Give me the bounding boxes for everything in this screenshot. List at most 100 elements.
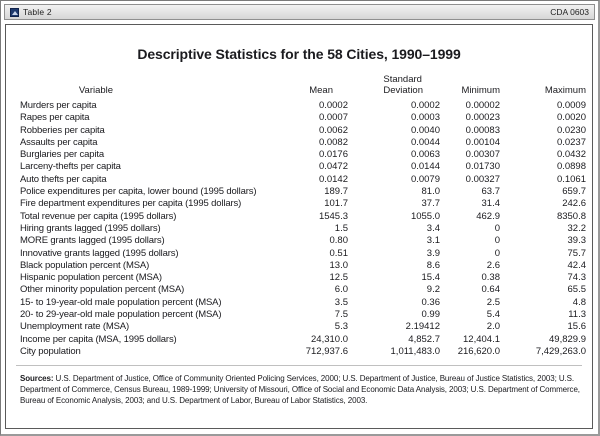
table-row: Fire department expenditures per capita … xyxy=(20,198,586,210)
variable-cell: Other minority population percent (MSA) xyxy=(20,284,185,296)
sd-header-line1: Standard xyxy=(383,74,422,85)
mean-cell: 0.51 xyxy=(329,247,349,259)
sd-cell: 37.7 xyxy=(421,198,441,210)
maximum-cell: 65.5 xyxy=(567,284,587,296)
table-row: Unemployment rate (MSA) 5.3 2.19412 2.0 15.6 xyxy=(20,321,586,333)
variable-cell: MORE grants lagged (1995 dollars) xyxy=(20,235,165,247)
variable-cell: 20- to 29-year-old male population perce… xyxy=(20,309,222,321)
sd-cell: 1055.0 xyxy=(410,210,440,222)
maximum-cell: 0.1061 xyxy=(556,173,586,185)
sources-divider xyxy=(16,365,582,367)
mean-cell: 0.0142 xyxy=(318,173,348,185)
minimum-cell: 0.00327 xyxy=(465,173,500,185)
sd-cell: 0.0003 xyxy=(410,112,440,124)
maximum-cell: 0.0230 xyxy=(556,124,586,136)
table-icon xyxy=(10,7,19,17)
minimum-cell: 0 xyxy=(494,235,500,247)
table-row: City population 712,937.6 1,011,483.0 216,6… xyxy=(20,346,586,358)
variable-cell: Robberies per capita xyxy=(20,124,105,136)
mean-cell: 0.0002 xyxy=(318,100,348,111)
table-row: Total revenue per capita (1995 dollars) 1… xyxy=(20,211,586,223)
maximum-cell: 32.2 xyxy=(567,222,587,234)
sd-cell: 81.0 xyxy=(421,186,441,198)
maximum-cell: 4.8 xyxy=(572,296,586,308)
caption-bar-code: CDA 0603 xyxy=(550,7,589,17)
caption-bar-title: Table 2 xyxy=(23,7,52,17)
table-row: Murders per capita 0.0002 0.0002 0.00002 0.0… xyxy=(20,100,586,112)
column-header-maximum: Maximum xyxy=(544,85,586,96)
table-row: 20- to 29-year-old male population perce… xyxy=(20,309,586,321)
sd-cell: 0.36 xyxy=(421,296,441,308)
minimum-cell: 0.00002 xyxy=(465,100,500,111)
mean-cell: 0.0062 xyxy=(318,124,348,136)
minimum-cell: 0 xyxy=(494,247,500,259)
sd-cell: 4,852.7 xyxy=(408,333,440,345)
sd-cell: 3.4 xyxy=(426,222,440,234)
sd-cell: 0.0002 xyxy=(410,100,440,111)
mean-cell: 0.0176 xyxy=(318,149,348,161)
mean-cell: 1.5 xyxy=(334,222,348,234)
table-row: Burglaries per capita 0.0176 0.0063 0.00307… xyxy=(20,149,586,161)
sd-cell: 3.9 xyxy=(426,247,440,259)
column-header-mean: Mean xyxy=(309,85,333,96)
sd-cell: 3.1 xyxy=(426,235,440,247)
sd-cell: 0.0044 xyxy=(410,136,440,148)
table-row: Police expenditures per capita, lower bo… xyxy=(20,186,586,198)
variable-cell: City population xyxy=(20,345,81,357)
caption-bar: Table 2 CDA 0603 xyxy=(4,4,595,20)
table-row: MORE grants lagged (1995 dollars) 0.80 3.1… xyxy=(20,235,586,247)
variable-cell: Murders per capita xyxy=(20,100,97,111)
table-row: Other minority population percent (MSA) 6… xyxy=(20,284,586,296)
mean-cell: 0.0007 xyxy=(318,112,348,124)
column-header-standard-deviation: Standard Deviation xyxy=(348,72,440,100)
maximum-cell: 0.0432 xyxy=(556,149,586,161)
maximum-cell: 0.0898 xyxy=(556,161,586,173)
maximum-cell: 0.0020 xyxy=(556,112,586,124)
maximum-cell: 39.3 xyxy=(567,235,587,247)
variable-cell: Rapes per capita xyxy=(20,112,90,124)
table-row: Innovative grants lagged (1995 dollars) 0… xyxy=(20,248,586,260)
sources-text: U.S. Department of Justice, Office of Co… xyxy=(20,374,580,406)
table-body: Murders per capita 0.0002 0.0002 0.00002 0.0… xyxy=(20,100,586,358)
table-row: Assaults per capita 0.0082 0.0044 0.00104 0.… xyxy=(20,137,586,149)
table-panel: Descriptive Statistics for the 58 Cities… xyxy=(5,24,593,429)
sd-cell: 0.0144 xyxy=(410,161,440,173)
sd-cell: 0.0063 xyxy=(410,149,440,161)
mean-cell: 24,310.0 xyxy=(311,333,348,345)
sd-cell: 15.4 xyxy=(421,272,441,284)
maximum-cell: 7,429,263.0 xyxy=(535,345,586,357)
variable-cell: Black population percent (MSA) xyxy=(20,259,150,271)
maximum-cell: 42.4 xyxy=(567,259,587,271)
mean-cell: 13.0 xyxy=(329,259,349,271)
maximum-cell: 49,829.9 xyxy=(549,333,586,345)
minimum-cell: 462.9 xyxy=(476,210,500,222)
minimum-cell: 0.01730 xyxy=(465,161,500,173)
minimum-cell: 12,404.1 xyxy=(463,333,500,345)
table-row: Rapes per capita 0.0007 0.0003 0.00023 0.002… xyxy=(20,112,586,124)
variable-cell: Innovative grants lagged (1995 dollars) xyxy=(20,247,179,259)
variable-cell: Unemployment rate (MSA) xyxy=(20,321,130,333)
mean-cell: 712,937.6 xyxy=(305,345,348,357)
mean-cell: 0.80 xyxy=(329,235,349,247)
mean-cell: 1545.3 xyxy=(318,210,348,222)
mean-cell: 3.5 xyxy=(334,296,348,308)
sd-cell: 0.0079 xyxy=(410,173,440,185)
table-row: Income per capita (MSA, 1995 dollars) 24,… xyxy=(20,334,586,346)
table-row: Hispanic population percent (MSA) 12.5 15.… xyxy=(20,272,586,284)
mean-cell: 0.0472 xyxy=(318,161,348,173)
variable-cell: 15- to 19-year-old male population perce… xyxy=(20,296,222,308)
sd-cell: 0.99 xyxy=(421,309,441,321)
maximum-cell: 659.7 xyxy=(562,186,586,198)
table-row: Black population percent (MSA) 13.0 8.6 2.6… xyxy=(20,260,586,272)
table-row: Robberies per capita 0.0062 0.0040 0.00083 0… xyxy=(20,125,586,137)
sd-cell: 9.2 xyxy=(426,284,440,296)
table-header-row: Variable Mean Standard Deviation Minimum… xyxy=(20,72,586,100)
minimum-cell: 0.00104 xyxy=(465,136,500,148)
sd-cell: 0.0040 xyxy=(410,124,440,136)
maximum-cell: 11.3 xyxy=(568,309,586,321)
variable-cell: Hispanic population percent (MSA) xyxy=(20,272,162,284)
table-row: 15- to 19-year-old male population perce… xyxy=(20,297,586,309)
minimum-cell: 63.7 xyxy=(481,186,501,198)
minimum-cell: 0 xyxy=(494,222,500,234)
maximum-cell: 15.6 xyxy=(567,321,587,333)
